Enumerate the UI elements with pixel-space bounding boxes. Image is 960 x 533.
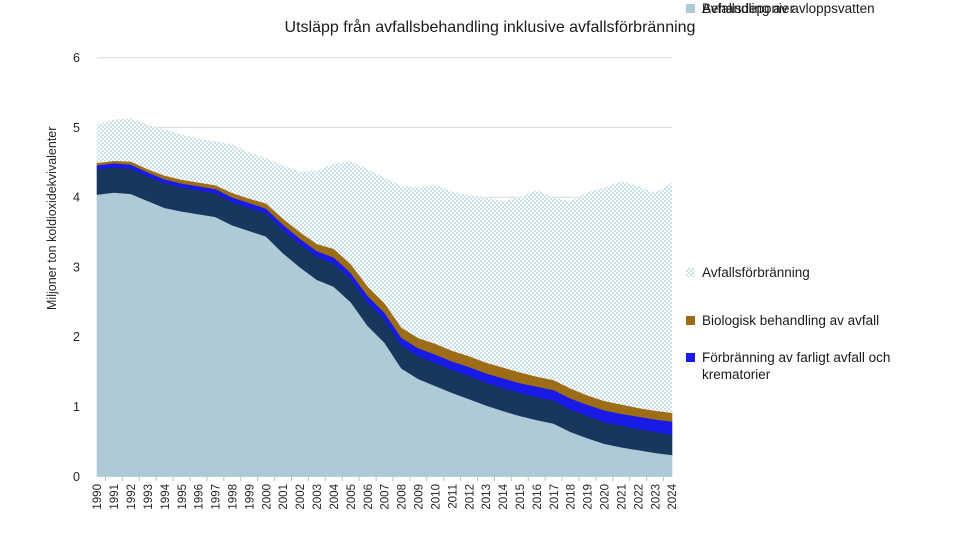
legend-item-farligt-avfall[interactable]: Förbränning av farligt avfall och kremat… xyxy=(686,349,948,383)
x-tick-label: 2021 xyxy=(616,484,628,510)
x-tick-label: 1990 xyxy=(92,484,104,510)
legend-item-avfallsforbranning[interactable]: Avfallsförbränning xyxy=(686,264,948,281)
x-tick-label: 2008 xyxy=(397,484,409,510)
x-tick-label: 2020 xyxy=(600,484,612,510)
x-tick-label: 1999 xyxy=(244,484,256,510)
x-tick-label: 2012 xyxy=(464,484,476,510)
x-tick-label: 2014 xyxy=(498,483,510,509)
x-tick-label: 1997 xyxy=(211,484,223,510)
chart-title: Utsläpp från avfallsbehandling inklusive… xyxy=(284,19,696,36)
x-tick-label: 2000 xyxy=(261,484,273,510)
legend-item-avfallsdeponier[interactable]: Avfallsdeponier xyxy=(686,0,948,17)
x-tick-label: 2013 xyxy=(481,484,493,510)
x-tick-label: 2010 xyxy=(430,484,442,510)
x-tick-label: 1993 xyxy=(143,484,155,510)
x-tick-label: 2022 xyxy=(633,484,645,510)
legend-swatch-biologisk-behandling-icon xyxy=(686,316,695,325)
legend-label: Behandling av avloppsvatten xyxy=(702,1,875,16)
area-series-5 xyxy=(97,118,672,414)
x-tick-label: 2018 xyxy=(566,484,578,510)
legend-swatch-farligt-avfall-icon xyxy=(686,353,695,362)
x-tick-label: 2023 xyxy=(650,484,662,510)
y-tick-label: 4 xyxy=(73,191,80,205)
legend-label: Förbränning av farligt avfall och kremat… xyxy=(702,350,891,382)
x-tick-label: 2001 xyxy=(278,484,290,510)
axis-labels-layer: 0 1 2 3 4 5 6 1990 1991 1992 1993 1994 1995 1996 1997 1… xyxy=(73,51,679,510)
x-tick-label: 2009 xyxy=(414,484,426,510)
area-series-layer xyxy=(96,118,673,477)
x-tick-label: 1996 xyxy=(194,484,206,510)
y-tick-label: 5 xyxy=(73,121,80,135)
x-tick-label: 2011 xyxy=(447,484,459,509)
y-tick-label: 0 xyxy=(73,470,80,484)
y-tick-label: 3 xyxy=(73,260,80,274)
x-tick-label: 2016 xyxy=(532,484,544,510)
legend-label: Avfallsförbränning xyxy=(702,265,810,280)
legend-swatch-avfallsdeponier-icon xyxy=(686,4,695,13)
x-tick-label: 2017 xyxy=(549,484,561,510)
x-tick-label: 2024 xyxy=(667,483,679,509)
x-tick-label: 2015 xyxy=(515,484,527,510)
y-tick-label: 6 xyxy=(73,51,80,65)
x-tick-label: 2007 xyxy=(380,484,392,510)
x-tick-label: 1991 xyxy=(109,484,121,510)
x-tick-label: 1995 xyxy=(177,484,189,510)
legend-item-biologisk-behandling[interactable]: Biologisk behandling av avfall xyxy=(686,312,948,329)
x-tick-label: 1992 xyxy=(126,484,138,510)
x-tick-label: 1998 xyxy=(227,484,239,510)
x-tick-label: 2002 xyxy=(295,484,307,510)
x-tick-label: 2003 xyxy=(312,484,324,510)
x-tick-label: 2019 xyxy=(583,484,595,510)
x-tick-label: 2004 xyxy=(329,483,341,509)
y-tick-label: 1 xyxy=(73,400,80,414)
legend-label: Avfallsdeponier xyxy=(702,1,795,16)
x-tick-label: 1994 xyxy=(160,483,172,509)
x-tick-label: 2005 xyxy=(346,484,358,510)
legend-label: Biologisk behandling av avfall xyxy=(702,313,880,328)
legend-swatch-avfallsforbranning-icon xyxy=(686,268,695,277)
y-tick-label: 2 xyxy=(73,330,80,344)
x-tick-label: 2006 xyxy=(363,484,375,510)
